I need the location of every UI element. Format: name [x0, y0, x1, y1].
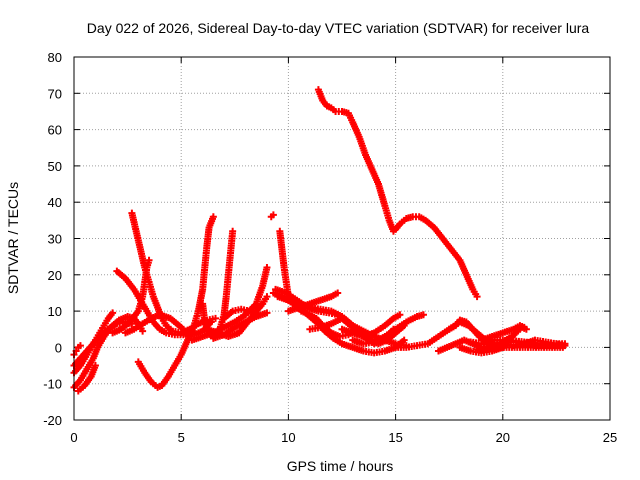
- data-point-marker: [91, 362, 99, 370]
- y-tick-label: 80: [48, 50, 62, 65]
- data-point-marker: [334, 289, 342, 297]
- data-point-marker: [254, 311, 262, 319]
- x-axis-label: GPS time / hours: [287, 458, 394, 474]
- data-point-marker: [109, 309, 117, 317]
- series-arc-12: [188, 264, 271, 344]
- data-point-marker: [269, 211, 277, 219]
- y-tick-label: 70: [48, 86, 62, 101]
- y-tick-label: 50: [48, 159, 62, 174]
- series-arc-15: [220, 305, 262, 322]
- data-point-marker: [209, 213, 217, 221]
- y-axis-label: SDTVAR / TECUs: [5, 182, 21, 294]
- series-arc-35: [510, 336, 567, 350]
- data-point-marker: [473, 293, 481, 301]
- plot-frame: [73, 56, 611, 421]
- series-arc-21: [284, 289, 342, 315]
- series-arc-10: [134, 213, 217, 391]
- series-arc-16: [267, 211, 277, 221]
- x-tick-label: 20: [496, 430, 510, 445]
- data-point-marker: [419, 311, 427, 319]
- series-arc-4: [74, 362, 99, 395]
- x-tick-label: 25: [603, 430, 617, 445]
- data-point-marker: [139, 327, 147, 335]
- series-arc-14: [209, 309, 271, 342]
- data-point-marker: [229, 227, 237, 235]
- x-tick-label: 10: [281, 430, 295, 445]
- axis-ticks: 0 5 10 15 20 25 -20 -10 0 10 20 30 40 50 60 70 80: [43, 50, 617, 445]
- data-point-marker: [145, 256, 153, 264]
- data-point-marker: [207, 318, 215, 326]
- y-tick-label: 40: [48, 195, 62, 210]
- y-tick-label: 10: [48, 304, 62, 319]
- data-point-marker: [559, 342, 567, 350]
- data-points: [70, 86, 569, 395]
- grid-lines: [74, 57, 610, 420]
- data-point-marker: [520, 323, 528, 331]
- data-point-marker: [396, 311, 404, 319]
- data-point-marker: [263, 293, 271, 301]
- y-tick-label: -20: [43, 413, 62, 428]
- data-point-marker: [212, 314, 220, 322]
- series-arc-5: [70, 309, 117, 377]
- data-point-marker: [263, 309, 271, 317]
- y-tick-label: -10: [43, 377, 62, 392]
- series-arc-26: [314, 86, 481, 301]
- x-tick-label: 15: [388, 430, 402, 445]
- chart-title: Day 022 of 2026, Sidereal Day-to-day VTE…: [87, 20, 590, 36]
- x-tick-label: 5: [178, 430, 185, 445]
- y-tick-label: 30: [48, 232, 62, 247]
- data-point-marker: [76, 342, 84, 350]
- y-tick-label: 20: [48, 268, 62, 283]
- x-tick-label: 0: [70, 430, 77, 445]
- y-tick-label: 0: [55, 340, 62, 355]
- series-arc-25: [340, 314, 408, 348]
- series-arc-13: [203, 293, 271, 341]
- data-point-marker: [263, 264, 271, 272]
- series-arc-33: [473, 343, 567, 353]
- data-point-marker: [400, 322, 408, 330]
- y-tick-label: 60: [48, 123, 62, 138]
- series-arc-8: [109, 256, 153, 337]
